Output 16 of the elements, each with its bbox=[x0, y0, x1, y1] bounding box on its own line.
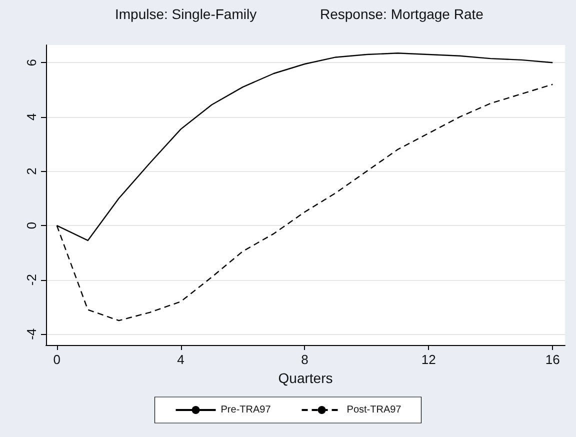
chart-subtitle: Response: Mortgage Rate bbox=[320, 6, 484, 22]
y-tick-label: 0 bbox=[24, 222, 39, 230]
x-tick-label: 12 bbox=[421, 352, 436, 367]
y-tick-label: 4 bbox=[24, 113, 39, 121]
x-tick-label: 8 bbox=[301, 352, 308, 367]
x-tick-label: 16 bbox=[545, 352, 560, 367]
x-axis-title: Quarters bbox=[278, 370, 333, 386]
chart-title: Impulse: Single-Family bbox=[115, 6, 257, 22]
y-tick-label: 2 bbox=[24, 168, 39, 175]
x-tick-label: 4 bbox=[177, 352, 184, 367]
legend-label: Post-TRA97 bbox=[346, 404, 402, 416]
y-tick-label: 6 bbox=[24, 59, 39, 66]
y-tick-label: -2 bbox=[24, 274, 39, 286]
legend-label: Pre-TRA97 bbox=[220, 404, 272, 416]
y-tick-label: -4 bbox=[24, 328, 39, 340]
x-tick-label: 0 bbox=[53, 352, 60, 367]
